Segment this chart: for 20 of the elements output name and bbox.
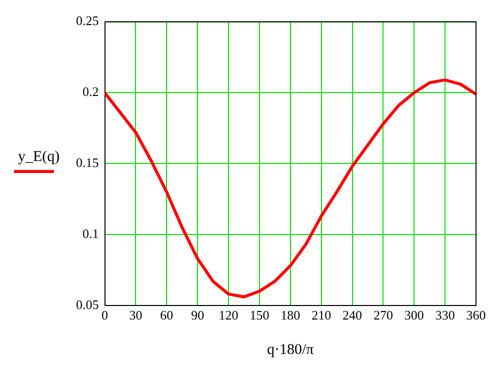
x-tick-label: 30 xyxy=(129,308,142,323)
x-tick-label: 180 xyxy=(280,308,300,323)
y-tick-label: 0.15 xyxy=(76,155,99,170)
x-tick-label: 300 xyxy=(404,308,424,323)
text: y_E(q) xyxy=(17,149,60,166)
y-tick-label: 0.25 xyxy=(76,13,99,28)
x-axis-title: q·180/π xyxy=(267,342,314,358)
x-tick-label: 360 xyxy=(466,308,486,323)
x-tick-label: 330 xyxy=(435,308,455,323)
x-tick-label: 60 xyxy=(160,308,174,323)
y-tick-label: 0.1 xyxy=(82,226,99,241)
y-tick-label: 0.2 xyxy=(82,84,99,100)
y-tick-label: 0.05 xyxy=(76,296,99,312)
x-tick-label: 240 xyxy=(342,308,362,323)
x-tick-label: 90 xyxy=(191,308,204,323)
x-tick-label: 150 xyxy=(250,308,270,323)
x-tick-label: 210 xyxy=(312,308,332,323)
x-tick-label: 0 xyxy=(102,308,108,323)
x-tick-label: 120 xyxy=(218,308,238,323)
x-tick-label: 270 xyxy=(373,308,393,323)
